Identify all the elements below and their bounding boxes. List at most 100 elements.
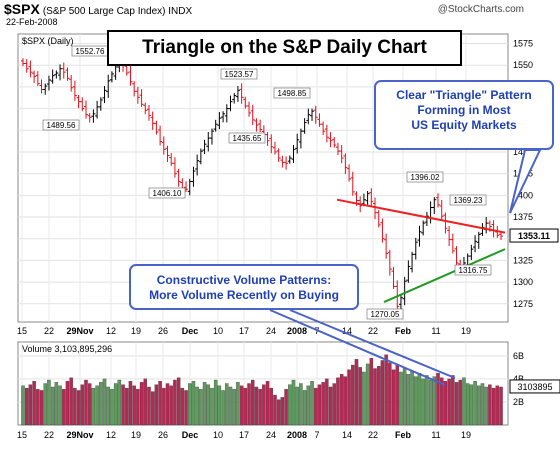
volume-bar — [43, 383, 47, 426]
price-annotation: 1369.23 — [454, 196, 483, 205]
price-bar — [302, 118, 307, 134]
volume-bar — [188, 383, 192, 426]
price-annotation-box — [273, 87, 311, 99]
x-tick-label: 7 — [314, 430, 319, 440]
price-annotation: 1406.10 — [153, 189, 182, 198]
price-bar — [39, 79, 44, 94]
price-bar — [265, 132, 270, 146]
x-tick-label: 10 — [213, 326, 223, 336]
volume-bar — [76, 390, 81, 426]
price-bar — [373, 197, 378, 220]
volume-bar — [388, 362, 392, 426]
volume-bar — [439, 377, 444, 426]
volume-bar — [247, 383, 251, 426]
volume-bar — [491, 387, 496, 426]
price-bar — [24, 59, 29, 73]
volume-bar — [480, 383, 485, 426]
price-annotation: 1270.05 — [371, 310, 400, 319]
volume-bar — [47, 379, 51, 426]
triangle-callout-pointer — [509, 149, 542, 214]
symbol-title: $SPX (S&P 500 Large Cap Index) INDX — [4, 1, 193, 17]
price-bar — [98, 97, 103, 111]
volume-bar — [54, 382, 59, 426]
volume-bar — [384, 354, 388, 426]
volume-legend: Volume 3,103,895,296 — [22, 344, 112, 354]
volume-bar — [165, 383, 170, 426]
price-bar — [365, 191, 370, 205]
price-bar — [135, 86, 140, 104]
volume-bar — [239, 385, 244, 426]
price-annotation: 1498.85 — [278, 89, 307, 98]
volume-bar — [488, 384, 492, 426]
price-bar — [243, 96, 248, 109]
volume-bar — [425, 375, 429, 426]
volume-bar — [210, 387, 214, 426]
volume-bar — [302, 390, 307, 426]
volume-bar — [458, 379, 462, 426]
price-ytick: 1575 — [513, 39, 533, 49]
price-bar — [154, 120, 159, 135]
price-bar — [347, 164, 352, 182]
x-tick-label: 12 — [106, 430, 116, 440]
price-annotation: 1396.02 — [411, 173, 440, 182]
volume-bar — [391, 369, 396, 426]
price-bar — [306, 108, 311, 125]
volume-bar — [295, 386, 299, 426]
volume-bar — [169, 385, 173, 426]
volume-bar — [162, 387, 166, 426]
x-tick-label: 19 — [131, 430, 141, 440]
price-bar — [436, 193, 441, 208]
last-volume-value: 3103895 — [517, 382, 552, 392]
volume-bar — [69, 377, 73, 426]
price-bar — [339, 145, 344, 164]
price-bar — [406, 260, 411, 283]
volume-bar — [95, 385, 99, 426]
price-bar — [109, 71, 114, 83]
volume-bar — [362, 371, 366, 426]
x-tick-label: Feb — [395, 326, 412, 336]
volume-bar — [65, 381, 70, 426]
price-bar — [184, 181, 189, 192]
x-tick-label: 19 — [461, 326, 471, 336]
volume-bar — [258, 389, 262, 426]
price-bar — [384, 233, 389, 259]
price-bar — [413, 237, 418, 260]
volume-bar — [125, 387, 129, 426]
price-bar — [272, 141, 277, 155]
volume-bar — [321, 382, 325, 426]
volume-callout: Constructive Volume Patterns: More Volum… — [129, 264, 359, 310]
price-bar — [195, 154, 200, 176]
price-bar — [46, 75, 51, 91]
price-bar — [335, 142, 340, 156]
price-bar — [398, 295, 403, 310]
price-bar — [209, 128, 214, 145]
x-tick-label: 29Nov — [66, 326, 93, 336]
volume-bar — [477, 385, 481, 426]
volume-bar — [351, 364, 355, 426]
volume-bar — [191, 381, 196, 426]
x-tick-label: Feb — [395, 430, 412, 440]
x-tick-label: 22 — [368, 430, 378, 440]
price-bar — [276, 148, 281, 162]
volume-bar — [147, 386, 151, 426]
volume-bar — [421, 378, 425, 426]
last-price-tag — [509, 228, 559, 243]
volume-bar — [402, 368, 407, 426]
volume-bar — [414, 376, 418, 426]
price-annotation: 1489.56 — [47, 121, 76, 130]
volume-bar — [451, 375, 455, 426]
price-bar — [369, 188, 374, 207]
x-tick-label: 12 — [106, 326, 116, 336]
volume-bar — [28, 384, 33, 426]
volume-bar — [36, 389, 40, 426]
price-bar — [158, 125, 163, 146]
volume-ytick: 6B — [513, 351, 524, 361]
x-tick-label: 26 — [158, 326, 168, 336]
volume-bar — [158, 381, 162, 426]
volume-callout-pointer — [269, 309, 446, 386]
volume-ytick: 2B — [513, 397, 524, 407]
price-bar — [139, 89, 144, 107]
price-bar — [343, 153, 348, 175]
volume-bar — [251, 379, 255, 426]
